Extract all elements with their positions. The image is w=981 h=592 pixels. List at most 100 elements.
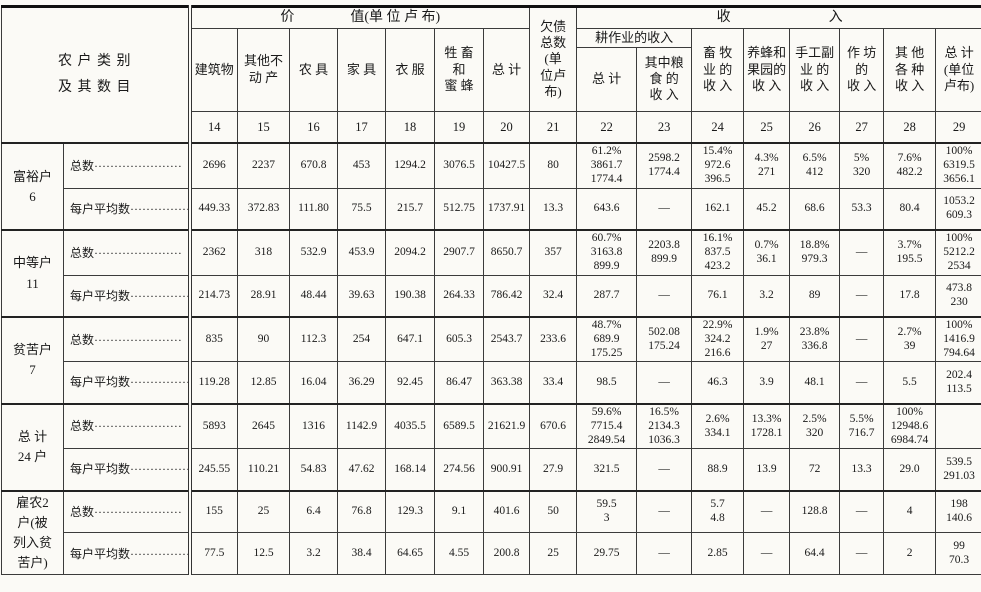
table-cell: 12.5 [237, 532, 290, 576]
row-group-label: 总 计 24 户 [1, 402, 64, 492]
table-cell: 786.42 [482, 274, 531, 318]
row-label-total: 总数······················ [63, 489, 190, 534]
table-cell: 5.7 4.8 [691, 489, 745, 534]
table-cell: 363.38 [482, 361, 531, 405]
header-handicraft-income: 手工副 业 的 收 入 [789, 27, 841, 112]
table-cell: 5% 320 [839, 142, 885, 189]
table-cell: 16.1% 837.5 423.2 [691, 229, 745, 276]
table-cell: 60.7% 3163.8 899.9 [576, 229, 638, 276]
table-cell: 453 [337, 142, 386, 189]
table-cell: 110.21 [237, 448, 290, 492]
table-cell: 2645 [237, 402, 290, 450]
table-row-totals: 富裕户 6 总数······················ 2696 2237 670… [1, 142, 981, 231]
table-row-average: 每户平均数··············· 119.28 12.85 16.04 36.2… [2, 361, 981, 405]
column-number-19: 19 [434, 110, 484, 145]
table-cell: 539.5 291.03 [935, 448, 981, 492]
table-cell: 119.28 [187, 361, 238, 405]
row-group-label: 贫苦户 7 [1, 316, 64, 405]
header-furniture: 家 具 [337, 27, 386, 112]
table-cell: 92.45 [385, 361, 435, 405]
table-cell: 0.7% 36.1 [743, 229, 791, 276]
header-grand-total: 总 计 (单位 卢布) [935, 27, 981, 112]
table-cell: — [636, 274, 693, 318]
table-cell: 9.1 [434, 489, 484, 534]
column-number-29: 29 [935, 110, 981, 145]
table-cell: 64.65 [385, 532, 435, 576]
row-label-total: 总数······················ [63, 229, 190, 276]
table-cell: 1316 [289, 402, 338, 450]
table-cell: 1.9% 27 [743, 316, 791, 363]
table-cell: 54.83 [289, 448, 338, 492]
table-cell: — [839, 361, 885, 405]
table-cell: 1294.2 [385, 142, 435, 189]
table-cell: 670.8 [289, 142, 338, 189]
table-cell: 155 [187, 489, 238, 534]
table-cell: 287.7 [576, 274, 638, 318]
table-row-average: 每户平均数··············· 77.5 12.5 3.2 38.4 64.65… [2, 532, 981, 576]
row-label-average: 每户平均数··············· [63, 532, 190, 576]
table-cell: 2598.2 1774.4 [636, 142, 693, 189]
table-cell: 2.7% 39 [883, 316, 937, 363]
table-cell: — [839, 532, 885, 576]
row-label-average: 每户平均数··············· [63, 274, 190, 318]
table-cell: 357 [529, 229, 578, 276]
table-cell: 1142.9 [337, 402, 386, 450]
table-cell: 111.80 [289, 187, 338, 231]
table-cell: 61.2% 3861.7 1774.4 [576, 142, 638, 189]
table-cell: 112.3 [289, 316, 338, 363]
table-cell: 25 [529, 532, 578, 576]
table-cell: 3.7% 195.5 [883, 229, 937, 276]
table-cell: 2094.2 [385, 229, 435, 276]
table-cell: 72 [789, 448, 841, 492]
column-numbers-row: 14 15 16 17 18 19 20 21 22 23 24 25 26 27 28 29 [2, 110, 981, 145]
table-row-average: 每户平均数··············· 245.55 110.21 54.83 47.… [2, 448, 981, 492]
table-cell: 532.9 [289, 229, 338, 276]
table-cell: 53.3 [839, 187, 885, 231]
table-cell: 2543.7 [482, 316, 531, 363]
table-cell: 48.44 [289, 274, 338, 318]
table-cell: 25 [237, 489, 290, 534]
header-household-category: 农 户 类 别 及 其 数 目 [1, 6, 190, 144]
table-cell: 318 [237, 229, 290, 276]
table-cell: 502.08 175.24 [636, 316, 693, 363]
column-number-18: 18 [385, 110, 435, 145]
row-group-label: 富裕户 6 [1, 142, 64, 231]
table-row-totals: 贫苦户 7 总数······················ 835 90 112.3 2… [1, 316, 981, 405]
row-label-average: 每户平均数··············· [63, 361, 190, 405]
table-cell: 214.73 [187, 274, 238, 318]
column-number-15: 15 [237, 110, 290, 145]
table-cell: 13.3 [529, 187, 578, 231]
table-cell: 1053.2 609.3 [935, 187, 981, 231]
table-cell: 473.8 230 [935, 274, 981, 318]
table-cell: 29.0 [883, 448, 937, 492]
table-cell: 64.4 [789, 532, 841, 576]
table-cell: 23.8% 336.8 [789, 316, 841, 363]
column-number-28: 28 [883, 110, 937, 145]
table-row-totals: 总 计 24 户总数······················ 5893 2645… [1, 402, 981, 492]
table-cell: 5893 [187, 402, 238, 450]
column-number-21: 21 [529, 110, 578, 145]
table-cell: 98.5 [576, 361, 638, 405]
table-cell: 16.5% 2134.3 1036.3 [636, 402, 693, 450]
row-label-total: 总数······················ [63, 316, 190, 363]
column-number-14: 14 [187, 110, 238, 145]
header-farming-income: 耕作业的收入 [576, 27, 693, 48]
table-cell: 59.5 3 [576, 489, 638, 534]
table-cell: 4.3% 271 [743, 142, 791, 189]
table-cell: — [743, 532, 791, 576]
table-cell: 129.3 [385, 489, 435, 534]
table-cell: 32.4 [529, 274, 578, 318]
row-group-label: 中等户 11 [1, 229, 64, 318]
table-cell: 5.5 [883, 361, 937, 405]
header-clothing: 衣 服 [385, 27, 435, 112]
column-number-27: 27 [839, 110, 885, 145]
column-number-25: 25 [743, 110, 791, 145]
table-cell: 2907.7 [434, 229, 484, 276]
table-cell: 321.5 [576, 448, 638, 492]
table-cell: 17.8 [883, 274, 937, 318]
table-cell: 274.56 [434, 448, 484, 492]
column-number-22: 22 [576, 110, 638, 145]
table-cell: 75.5 [337, 187, 386, 231]
table-cell: 99 70.3 [935, 532, 981, 576]
table-cell: 453.9 [337, 229, 386, 276]
